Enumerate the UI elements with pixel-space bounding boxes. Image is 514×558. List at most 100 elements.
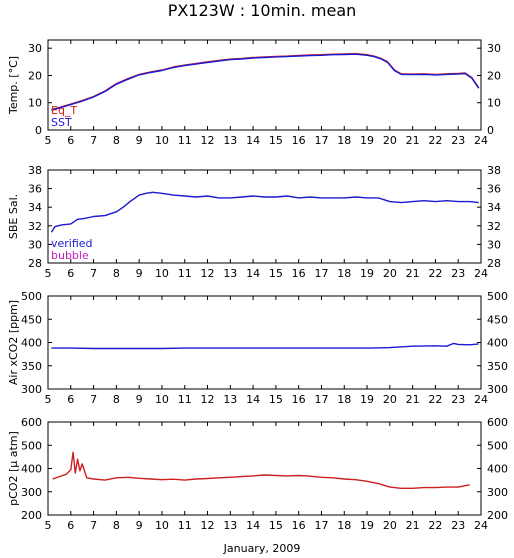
x-tick-label: 10	[155, 267, 169, 280]
x-tick-label: 21	[406, 519, 420, 532]
legend-entry: verified	[51, 237, 93, 250]
x-tick-label: 8	[113, 134, 120, 147]
x-tick-label: 5	[45, 519, 52, 532]
x-tick-label: 23	[451, 519, 465, 532]
x-tick-label: 7	[90, 519, 97, 532]
x-tick-label: 24	[474, 134, 488, 147]
panel-1: 5 6 7 8 9 10 11 12 13 14 15 16 17 18 19 20 21 22 23 240 010 1…	[7, 39, 501, 147]
y-tick-label-left: 200	[21, 509, 42, 522]
series-line-1	[50, 191, 479, 233]
y-axis-label: Air xCO2 [ppm]	[7, 300, 20, 385]
plot-frame	[47, 421, 482, 516]
x-tick-label: 15	[269, 519, 283, 532]
x-tick-label: 11	[178, 267, 192, 280]
y-tick-label-left: 300	[21, 383, 42, 396]
x-tick-label: 6	[67, 134, 74, 147]
x-tick-label: 22	[428, 519, 442, 532]
x-tick-label: 13	[223, 134, 237, 147]
x-tick-label: 10	[155, 134, 169, 147]
x-tick-label: 15	[269, 393, 283, 406]
x-tick-label: 19	[360, 134, 374, 147]
y-tick-label-right: 28	[487, 257, 501, 270]
y-tick-label-right: 38	[487, 164, 501, 177]
y-tick-label-left: 450	[21, 313, 42, 326]
x-tick-label: 17	[314, 393, 328, 406]
x-tick-label: 18	[337, 393, 351, 406]
y-tick-label-right: 400	[487, 337, 508, 350]
x-tick-label: 12	[201, 134, 215, 147]
x-tick-label: 11	[178, 393, 192, 406]
plot-frame	[47, 169, 482, 264]
x-tick-label: 13	[223, 267, 237, 280]
x-tick-label: 10	[155, 393, 169, 406]
y-tick-label-left: 10	[28, 97, 42, 110]
x-tick-label: 6	[67, 267, 74, 280]
panels: 5 6 7 8 9 10 11 12 13 14 15 16 17 18 19 20 21 22 23 240 010 1…	[7, 39, 508, 532]
y-tick-label-right: 36	[487, 183, 501, 196]
y-axis-label: pCO2 [μ atm]	[7, 431, 20, 506]
x-tick-label: 14	[246, 267, 260, 280]
y-tick-label-right: 0	[487, 124, 494, 137]
y-tick-label-left: 400	[21, 337, 42, 350]
series-line-1	[51, 52, 480, 111]
y-tick-label-left: 28	[28, 257, 42, 270]
y-tick-label-left: 350	[21, 360, 42, 373]
x-tick-label: 12	[201, 519, 215, 532]
x-tick-label: 20	[383, 519, 397, 532]
y-tick-label-left: 20	[28, 69, 42, 82]
y-tick-label-left: 32	[28, 220, 42, 233]
y-tick-label-left: 30	[28, 42, 42, 55]
plot-frame	[47, 39, 482, 131]
x-tick-label: 12	[201, 393, 215, 406]
x-tick-label: 18	[337, 134, 351, 147]
x-tick-label: 17	[314, 267, 328, 280]
y-tick-label-left: 500	[21, 290, 42, 303]
x-tick-label: 23	[451, 267, 465, 280]
legend-entry: Eq_T	[51, 104, 77, 117]
x-tick-label: 13	[223, 393, 237, 406]
x-axis-label: January, 2009	[223, 542, 301, 555]
x-tick-label: 9	[136, 267, 143, 280]
x-tick-label: 20	[383, 134, 397, 147]
x-tick-label: 7	[90, 134, 97, 147]
y-tick-label-left: 36	[28, 183, 42, 196]
y-tick-label-right: 20	[487, 69, 501, 82]
x-tick-label: 17	[314, 134, 328, 147]
y-tick-label-right: 500	[487, 290, 508, 303]
x-tick-label: 21	[406, 267, 420, 280]
y-tick-label-left: 300	[21, 486, 42, 499]
y-tick-label-left: 30	[28, 238, 42, 251]
plot-frame	[47, 295, 482, 390]
x-tick-label: 9	[136, 393, 143, 406]
y-tick-label-right: 600	[487, 416, 508, 429]
x-tick-label: 24	[474, 393, 488, 406]
x-tick-label: 16	[292, 134, 306, 147]
x-tick-label: 21	[406, 134, 420, 147]
x-tick-label: 18	[337, 267, 351, 280]
y-tick-label-left: 34	[28, 201, 42, 214]
y-tick-label-left: 500	[21, 439, 42, 452]
y-tick-label-right: 32	[487, 220, 501, 233]
x-tick-label: 15	[269, 134, 283, 147]
y-tick-label-right: 30	[487, 238, 501, 251]
x-tick-label: 23	[451, 134, 465, 147]
x-tick-label: 5	[45, 267, 52, 280]
series-line-1	[52, 451, 470, 489]
x-tick-label: 5	[45, 134, 52, 147]
y-tick-label-right: 10	[487, 97, 501, 110]
x-tick-label: 8	[113, 393, 120, 406]
x-tick-label: 19	[360, 267, 374, 280]
x-tick-label: 6	[67, 393, 74, 406]
x-tick-label: 11	[178, 134, 192, 147]
x-tick-label: 5	[45, 393, 52, 406]
y-tick-label-left: 38	[28, 164, 42, 177]
x-tick-label: 19	[360, 393, 374, 406]
y-tick-label-left: 600	[21, 416, 42, 429]
x-tick-label: 14	[246, 519, 260, 532]
x-tick-label: 9	[136, 519, 143, 532]
legend-entry: bubble	[51, 249, 89, 262]
